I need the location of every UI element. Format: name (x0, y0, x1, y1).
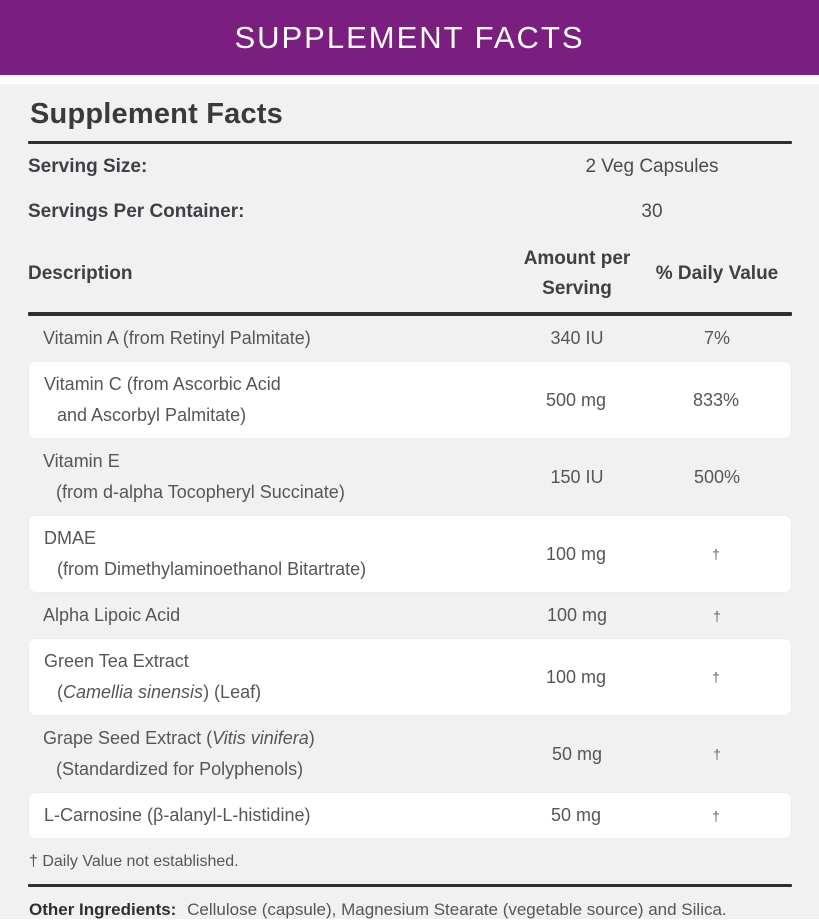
other-ingredients: Other Ingredients: Cellulose (capsule), … (28, 887, 792, 920)
column-header-amount: Amount per Serving (523, 248, 631, 299)
ingredient-name-line: (from Dimethylaminoethanol Bitartrate) (44, 554, 511, 585)
ingredient-name-line: Vitamin C (from Ascorbic Acid (44, 369, 511, 400)
ingredient-text: Vitamin C (from Ascorbic Acid (44, 374, 281, 394)
daily-value: † (712, 546, 720, 562)
ingredient-name-line: Green Tea Extract (44, 646, 511, 677)
table-row: Grape Seed Extract (Vitis vinifera) (Stan… (28, 716, 792, 792)
ingredient-text: ) (Leaf) (203, 682, 262, 702)
footnote: † Daily Value not established. (29, 853, 239, 870)
ingredient-text: (from d-alpha Tocopheryl Succinate) (56, 482, 345, 502)
ingredient-name-line: (from d-alpha Tocopheryl Succinate) (43, 477, 512, 508)
serving-size-row: Serving Size: 2 Veg Capsules (28, 144, 792, 189)
amount-per-serving-value: 100 mg (545, 666, 607, 687)
table-row: Alpha Lipoic Acid 100 mg † (28, 593, 792, 638)
serving-size-label: Serving Size: (28, 155, 148, 177)
ingredient-text: (Standardized for Polyphenols) (56, 759, 304, 779)
ingredient-latin-name: Vitis vinifera (212, 728, 309, 748)
ingredient-name: Green Tea Extract (Camellia sinensis) (Le… (29, 646, 511, 708)
servings-per-container-value: 30 (641, 200, 663, 222)
divider-bottom (28, 884, 792, 887)
ingredient-text: Vitamin E (43, 451, 120, 471)
ingredient-name: L-Carnosine (β-alanyl-L-histidine) (29, 800, 511, 831)
servings-per-container-row: Servings Per Container: 30 (28, 189, 792, 234)
ingredient-name: Vitamin A (from Retinyl Palmitate) (28, 323, 512, 354)
panel-title: Supplement Facts (30, 98, 283, 130)
ingredient-name: Vitamin E (from d-alpha Tocopheryl Succin… (28, 446, 512, 508)
ingredient-text: Alpha Lipoic Acid (43, 605, 181, 625)
table-row: L-Carnosine (β-alanyl-L-histidine) 50 mg † (28, 792, 792, 839)
ingredient-name-line: DMAE (44, 523, 511, 554)
daily-value: 500% (693, 466, 741, 487)
ingredient-name-line: Grape Seed Extract (Vitis vinifera) (43, 723, 512, 754)
amount-per-serving-value: 100 mg (546, 605, 608, 625)
table-row: Vitamin A (from Retinyl Palmitate) 340 IU… (28, 316, 792, 361)
amount-per-serving-value: 50 mg (550, 805, 602, 825)
ingredient-text: ) (308, 728, 315, 748)
daily-value: † (713, 746, 721, 762)
ingredient-name-line: L-Carnosine (β-alanyl-L-histidine) (44, 800, 511, 831)
ingredient-text: and Ascorbyl Palmitate) (57, 405, 247, 425)
amount-per-serving-value: 500 mg (545, 389, 607, 410)
ingredient-text: (from Dimethylaminoethanol Bitartrate) (57, 559, 367, 579)
ingredient-text: DMAE (44, 528, 97, 548)
table-header: Description Amount per Serving % Daily V… (28, 234, 792, 312)
daily-value: † (712, 669, 720, 685)
ingredient-text: Green Tea Extract (44, 651, 189, 671)
ingredient-name-line: Alpha Lipoic Acid (43, 600, 512, 631)
ingredient-name: DMAE (from Dimethylaminoethanol Bitartrat… (29, 523, 511, 585)
servings-per-container-label: Servings Per Container: (28, 200, 245, 222)
divider-header (28, 312, 792, 316)
amount-per-serving-value: 340 IU (550, 328, 604, 348)
banner: SUPPLEMENT FACTS (0, 0, 819, 75)
column-header-description: Description (28, 263, 133, 284)
other-ingredients-label: Other Ingredients: (29, 900, 177, 919)
daily-value: 833% (692, 389, 740, 410)
ingredient-text: ( (57, 682, 63, 702)
ingredient-name-line: Vitamin E (43, 446, 512, 477)
daily-value: 7% (703, 328, 730, 348)
ingredient-name: Grape Seed Extract (Vitis vinifera) (Stan… (28, 723, 512, 785)
table-row: Vitamin C (from Ascorbic Acid and Ascorby… (28, 361, 792, 439)
table-row: Vitamin E (from d-alpha Tocopheryl Succin… (28, 439, 792, 515)
ingredient-name-line: and Ascorbyl Palmitate) (44, 400, 511, 431)
ingredient-name: Alpha Lipoic Acid (28, 600, 512, 631)
amount-per-serving-value: 100 mg (545, 543, 607, 564)
serving-size-value: 2 Veg Capsules (585, 155, 719, 177)
column-header-daily-value: % Daily Value (655, 263, 779, 284)
ingredient-name-line: (Camellia sinensis) (Leaf) (44, 677, 511, 708)
ingredient-name-line: Vitamin A (from Retinyl Palmitate) (43, 323, 512, 354)
ingredient-text: Grape Seed Extract ( (43, 728, 213, 748)
daily-value: † (713, 607, 721, 624)
other-ingredients-text: Cellulose (capsule), Magnesium Stearate … (187, 900, 727, 919)
ingredient-name-line: (Standardized for Polyphenols) (43, 754, 512, 785)
table-row: DMAE (from Dimethylaminoethanol Bitartrat… (28, 515, 792, 593)
ingredient-name: Vitamin C (from Ascorbic Acid and Ascorby… (29, 369, 511, 431)
ingredient-table: Vitamin A (from Retinyl Palmitate) 340 IU… (28, 316, 792, 839)
daily-value: † (712, 807, 720, 824)
ingredient-text: Vitamin A (from Retinyl Palmitate) (43, 328, 311, 348)
ingredient-text: L-Carnosine (β-alanyl-L-histidine) (44, 805, 311, 825)
amount-per-serving-value: 150 IU (550, 466, 604, 487)
facts-panel: Supplement Facts Serving Size: 2 Veg Cap… (0, 84, 819, 919)
banner-title: SUPPLEMENT FACTS (234, 19, 585, 55)
divider-top (28, 141, 792, 144)
ingredient-latin-name: Camellia sinensis (63, 682, 204, 702)
amount-per-serving-value: 50 mg (551, 743, 603, 764)
table-row: Green Tea Extract (Camellia sinensis) (Le… (28, 638, 792, 716)
